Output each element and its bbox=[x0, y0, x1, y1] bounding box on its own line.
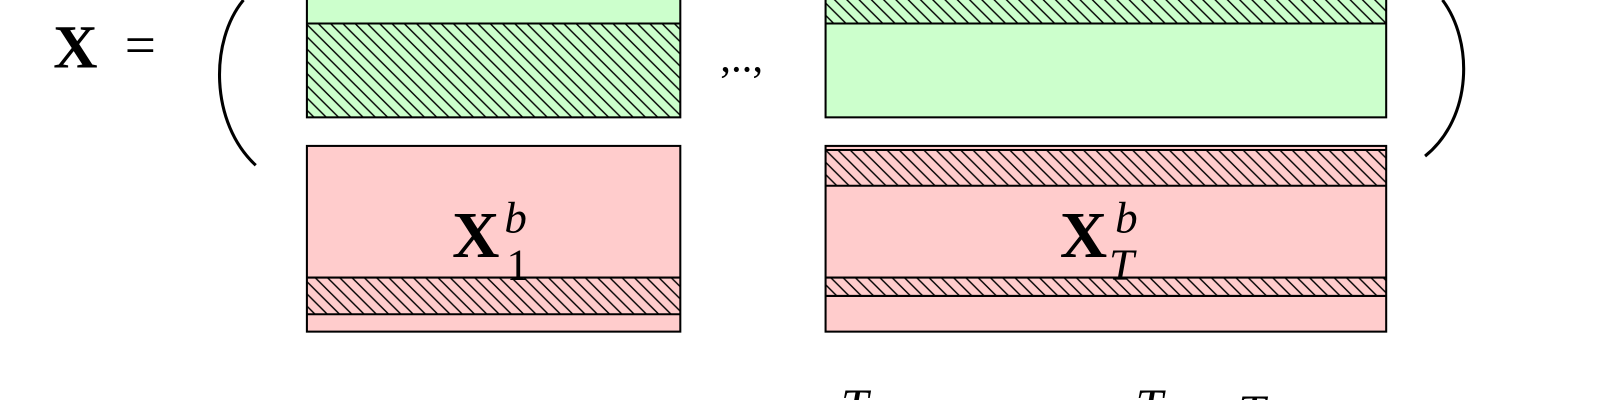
footer-fragment: T bbox=[1136, 379, 1167, 400]
block-red-t bbox=[824, 144, 1388, 333]
block-green-1 bbox=[305, 0, 682, 119]
ellipsis: ,.., bbox=[720, 34, 763, 81]
lhs: X bbox=[53, 13, 97, 81]
footer-fragment: T bbox=[841, 379, 872, 400]
left-paren bbox=[217, 0, 257, 167]
equals-sign: = bbox=[125, 14, 156, 75]
block-red-1 bbox=[305, 144, 682, 333]
right-paren bbox=[1424, 0, 1466, 158]
block-green-t bbox=[824, 0, 1388, 119]
footer-fragment: T bbox=[1238, 385, 1269, 400]
